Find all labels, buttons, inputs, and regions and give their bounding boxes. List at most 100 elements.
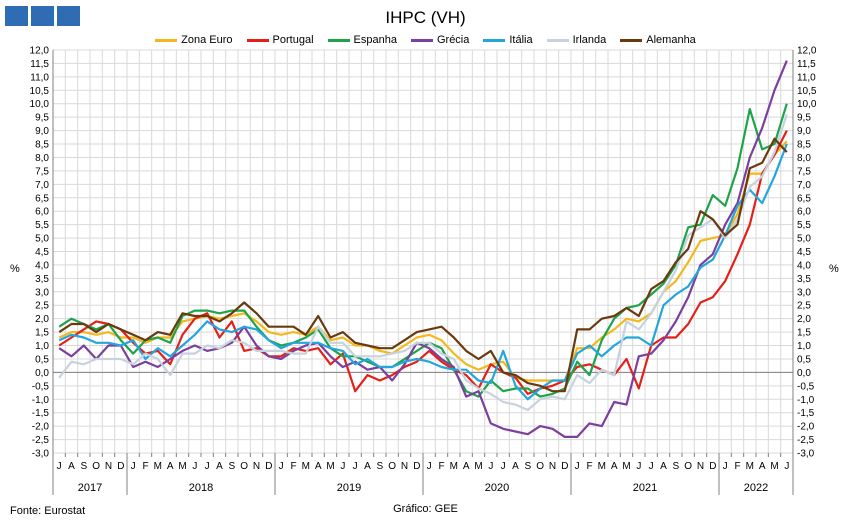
y-tick-label-left: 6,5 [35,193,49,204]
x-year-label: 2017 [78,482,102,494]
legend-item-italia: Itália [483,34,533,46]
y-axis-label-right: % [829,263,839,275]
y-tick-label-right: 10,5 [797,86,817,97]
y-tick-label-right: -1,5 [797,408,815,419]
logo-block-1 [5,6,28,26]
y-tick-label-right: 12,0 [797,46,817,57]
legend-label: Espanha [353,34,397,46]
legend-swatch [246,38,269,42]
x-month-label: J [427,461,432,472]
y-tick-label-left: 3,5 [35,274,49,285]
brand-logo [5,6,80,26]
y-tick-label-right: 6,0 [797,207,811,218]
y-tick-label-left: -3,0 [32,449,50,460]
y-tick-label-left: 10,0 [30,99,50,110]
y-tick-label-left: -2,5 [32,435,50,446]
y-tick-label-left: 0,5 [35,354,49,365]
x-month-label: F [290,461,296,472]
source-note: Fonte: Eurostat [10,505,86,517]
y-tick-label-right: 6,5 [797,193,811,204]
legend-swatch [155,38,178,42]
series-line-italia [58,143,788,401]
x-month-label: F [586,461,592,472]
x-month-label: N [401,461,408,472]
x-month-label: M [154,461,162,472]
y-tick-label-right: -1,0 [797,395,815,406]
y-tick-label-right: 3,0 [797,287,811,298]
y-tick-label-left: 4,5 [35,247,49,258]
x-month-label: J [57,461,62,472]
series-line-irlanda [58,114,788,412]
x-month-label: O [240,461,248,472]
legend-item-alemanha: Alemanha [620,34,696,46]
x-month-label: A [364,461,371,472]
legend-label: Portugal [272,34,314,46]
x-month-label: J [131,461,136,472]
y-tick-label-left: 7,5 [35,166,49,177]
legend-label: Irlanda [572,34,607,46]
x-month-label: F [734,461,740,472]
y-tick-label-left: 3,0 [35,287,49,298]
legend-label: Itália [509,34,533,46]
y-tick-label-left: -1,5 [32,408,50,419]
x-month-label: J [575,461,580,472]
x-month-label: F [438,461,444,472]
x-year-label: 2018 [189,482,213,494]
y-tick-label-left: -0,5 [32,381,50,392]
x-month-label: M [622,461,630,472]
x-month-label: A [68,461,75,472]
x-month-label: O [536,461,544,472]
y-tick-label-left: 8,5 [35,140,49,151]
x-month-label: M [450,461,458,472]
y-tick-label-right: 4,5 [797,247,811,258]
y-tick-label-left: 1,5 [35,328,49,339]
x-month-label: J [340,461,345,472]
y-tick-label-left: 12,0 [30,46,50,57]
x-month-label: A [216,461,223,472]
legend-swatch [546,38,569,42]
x-month-label: D [265,461,272,472]
x-month-label: A [660,461,667,472]
x-month-label: O [388,461,396,472]
y-tick-label-left: 2,5 [35,301,49,312]
y-tick-label-left: 11,5 [30,59,49,70]
x-month-label: J [636,461,641,472]
y-tick-label-right: -2,0 [797,422,815,433]
legend-item-grecia: Grécia [410,34,469,46]
series-line-grecia [58,60,788,438]
x-month-label: N [253,461,260,472]
y-axis-label-left: % [10,263,20,275]
y-tick-label-right: 3,5 [797,274,811,285]
x-month-label: M [770,461,778,472]
legend-swatch [620,38,643,42]
chart-credit: Gráfico: GEE [393,503,458,515]
x-month-label: M [178,461,186,472]
y-tick-label-right: 10,0 [797,99,817,110]
y-tick-label-right: 2,0 [797,314,811,325]
x-month-label: N [697,461,704,472]
x-month-label: M [474,461,482,472]
y-tick-label-left: 2,0 [35,314,49,325]
y-tick-label-left: 7,0 [35,180,49,191]
y-tick-label-right: 5,0 [797,234,811,245]
y-tick-label-right: -2,5 [797,435,815,446]
x-month-label: O [684,461,692,472]
x-year-label: 2021 [633,482,657,494]
y-tick-label-left: 0,0 [35,368,49,379]
x-month-label: S [672,461,679,472]
y-tick-label-right: -0,5 [797,381,815,392]
y-tick-label-right: 7,5 [797,166,811,177]
y-tick-label-right: 4,0 [797,260,811,271]
x-month-label: N [105,461,112,472]
y-tick-label-left: 1,0 [35,341,49,352]
y-tick-label-left: -1,0 [32,395,50,406]
legend-swatch [483,38,506,42]
y-tick-label-right: 8,5 [797,140,811,151]
x-month-label: J [488,461,493,472]
y-tick-label-right: 7,0 [797,180,811,191]
chart-legend: Zona Euro Portugal Espanha Grécia Itália Irla… [0,34,851,46]
legend-label: Alemanha [646,34,696,46]
x-month-label: A [611,461,618,472]
legend-item-zona-euro: Zona Euro [155,34,233,46]
